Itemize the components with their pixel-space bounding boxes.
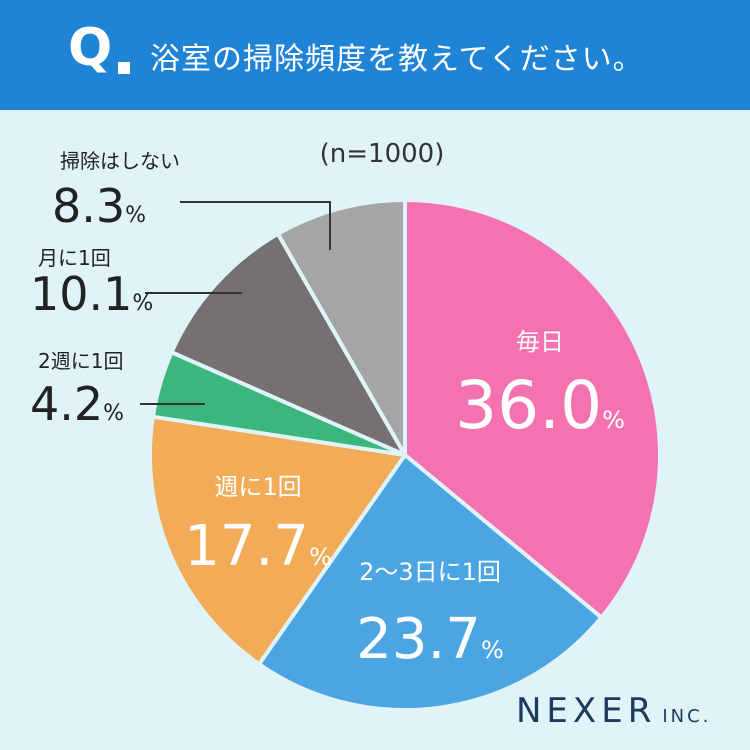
pie-slice-2 (257, 453, 604, 712)
slice-label-6: 掃除はしない (60, 149, 180, 173)
pie-slice-3 (147, 414, 407, 667)
question-title: 浴室の掃除頻度を教えてください。 (150, 42, 644, 77)
leader-line-6 (180, 201, 331, 250)
slice-label-4: 2週に1回 (38, 349, 123, 373)
slice-label-1: 毎日 (516, 328, 564, 356)
q-mark: Q (68, 18, 113, 78)
slice-value-4: 4.2% (30, 377, 124, 431)
pie-slice-5 (169, 231, 407, 457)
brand-name: NEXER (516, 691, 657, 731)
q-dot-decoration (118, 62, 130, 74)
slice-value-5: 10.1% (30, 267, 153, 321)
brand-suffix: INC. (662, 706, 712, 727)
nexer-logo: NEXER INC. (516, 694, 711, 728)
slice-label-5: 月に1回 (38, 246, 111, 270)
pie-slice-6 (275, 198, 407, 457)
sample-size-label: (n=1000) (320, 139, 445, 169)
slice-label-3: 週に1回 (214, 473, 301, 501)
slice-value-2: 23.7% (356, 607, 504, 672)
header-banner: Q 浴室の掃除頻度を教えてください。 (0, 0, 750, 110)
pie-chart: (n=1000) 毎日 36.0% 2～3日に1回 23.7% 週に1回 17.7% 2週に… (30, 139, 662, 712)
slice-label-2: 2～3日に1回 (359, 558, 501, 586)
pie-slice-1 (403, 198, 662, 620)
slice-value-6: 8.3% (52, 179, 146, 233)
slice-value-3: 17.7% (184, 514, 332, 579)
slice-value-1: 36.0% (455, 367, 625, 444)
